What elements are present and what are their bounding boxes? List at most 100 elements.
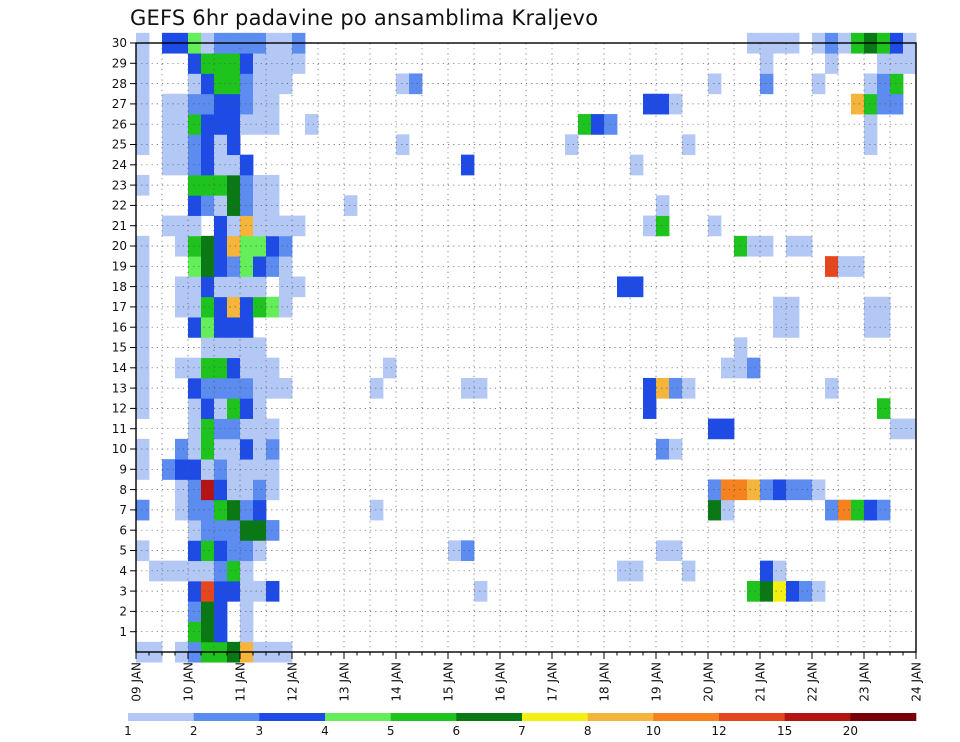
heatmap-cell <box>214 154 228 176</box>
heatmap-cell <box>188 357 202 379</box>
heatmap-cell <box>292 215 306 237</box>
heatmap-cell <box>240 53 254 74</box>
heatmap-cell <box>201 256 215 277</box>
heatmap-cell <box>253 540 267 562</box>
heatmap-cell <box>721 418 735 440</box>
heatmap-cell <box>188 459 202 480</box>
heatmap-cell <box>279 53 293 74</box>
heatmap-cell <box>214 53 228 74</box>
heatmap-cell <box>877 499 891 521</box>
colorbar-label: 7 <box>518 724 526 738</box>
heatmap-cell <box>266 114 280 135</box>
heatmap-cell <box>266 438 280 460</box>
heatmap-cell <box>136 276 150 298</box>
heatmap-cell <box>773 296 787 318</box>
x-tick-label: 20 JAN <box>702 662 716 702</box>
heatmap-cell <box>279 377 293 399</box>
heatmap-cell <box>227 317 241 338</box>
heatmap-cell <box>760 580 774 602</box>
heatmap-cell <box>461 377 475 399</box>
heatmap-cell <box>201 154 215 176</box>
heatmap-cell <box>266 357 280 379</box>
heatmap-cell <box>656 215 670 237</box>
heatmap-cell <box>188 296 202 318</box>
heatmap-cell <box>760 235 774 257</box>
heatmap-cell <box>227 520 241 541</box>
heatmap-cell <box>214 134 228 156</box>
heatmap-cell <box>643 398 657 419</box>
heatmap-cell <box>214 601 228 622</box>
chart-title: GEFS 6hr padavine po ansamblima Kraljevo <box>130 6 599 30</box>
heatmap-cell <box>786 580 800 602</box>
heatmap-cell <box>149 560 163 582</box>
heatmap-cell <box>825 499 839 521</box>
heatmap-cell <box>136 296 150 318</box>
heatmap-cell <box>877 317 891 338</box>
heatmap-cell <box>825 256 839 277</box>
heatmap-cell <box>890 418 904 440</box>
heatmap-cell <box>240 296 254 318</box>
heatmap-cell <box>162 459 176 480</box>
heatmap-cell <box>227 438 241 460</box>
heatmap-cell <box>240 195 254 216</box>
colorbar-label: 8 <box>584 724 592 738</box>
y-tick-label: 6 <box>119 523 127 537</box>
heatmap-cell <box>240 540 254 562</box>
heatmap-cell <box>227 296 241 318</box>
heatmap-cell <box>240 377 254 399</box>
y-tick-label: 5 <box>119 544 127 558</box>
heatmap-cell <box>188 601 202 622</box>
heatmap-cell <box>214 398 228 419</box>
heatmap-cell <box>877 73 891 95</box>
y-tick-label: 24 <box>112 158 127 172</box>
heatmap-cell <box>201 520 215 541</box>
y-tick-label: 2 <box>119 605 127 619</box>
heatmap-cell <box>227 256 241 277</box>
heatmap-cell <box>214 560 228 582</box>
heatmap-cell <box>708 215 722 237</box>
heatmap-cell <box>188 174 202 196</box>
heatmap-cell <box>227 93 241 115</box>
y-tick-label: 13 <box>112 381 127 395</box>
colorbar-swatch <box>128 713 194 721</box>
heatmap-cell <box>734 479 748 501</box>
heatmap-cell <box>227 114 241 135</box>
heatmap-cell <box>838 499 852 521</box>
heatmap-cell <box>188 499 202 521</box>
heatmap-cell <box>227 215 241 237</box>
heatmap-cell <box>227 276 241 298</box>
heatmap-cell <box>188 520 202 541</box>
x-tick-label: 17 JAN <box>546 662 560 702</box>
heatmap-cell <box>188 215 202 237</box>
heatmap-cell <box>279 276 293 298</box>
heatmap-cell <box>175 134 189 156</box>
heatmap-cell <box>214 479 228 501</box>
heatmap-cell <box>201 317 215 338</box>
heatmap-cell <box>708 73 722 95</box>
heatmap-cell <box>266 520 280 541</box>
heatmap-cell <box>227 337 241 359</box>
x-tick-label: 09 JAN <box>130 662 144 702</box>
heatmap-cell <box>201 357 215 379</box>
heatmap-cell <box>188 540 202 562</box>
heatmap-cell <box>253 418 267 440</box>
heatmap-cell <box>253 114 267 135</box>
heatmap-cell <box>188 256 202 277</box>
heatmap-cell <box>240 93 254 115</box>
heatmap-cell <box>708 479 722 501</box>
heatmap-cell <box>227 174 241 196</box>
heatmap-cell <box>643 377 657 399</box>
heatmap-cell <box>253 215 267 237</box>
heatmap-cell <box>175 438 189 460</box>
heatmap-cell <box>240 256 254 277</box>
heatmap-cell <box>227 134 241 156</box>
heatmap-cell <box>799 235 813 257</box>
heatmap-cell <box>201 337 215 359</box>
colorbar-swatch <box>456 713 523 721</box>
y-tick-label: 12 <box>112 402 127 416</box>
heatmap-cell <box>864 317 878 338</box>
x-axis: 09 JAN 10 JAN 11 JAN 12 JAN 13 JAN 14 JAN 15 J… <box>130 652 924 702</box>
heatmap-cell <box>136 337 150 359</box>
heatmap-cell <box>253 195 267 216</box>
